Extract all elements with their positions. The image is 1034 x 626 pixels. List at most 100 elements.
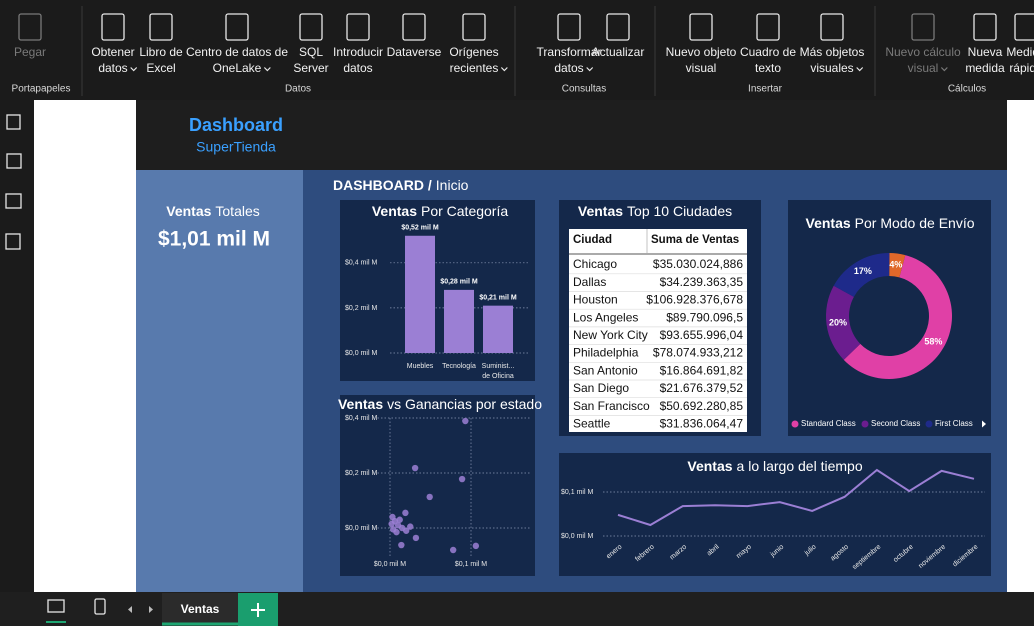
ribbon-button-label[interactable]: Cuadro de — [740, 45, 796, 59]
ribbon-button-label[interactable]: Obtener — [91, 45, 134, 59]
dropdown-chevron — [940, 67, 948, 72]
ribbon-button-label[interactable]: datos — [343, 61, 372, 75]
ribbon-button-label[interactable]: visual — [686, 61, 717, 75]
dax-view-icon[interactable] — [5, 233, 21, 250]
visual-panel — [559, 453, 991, 576]
legend-next-arrow[interactable] — [982, 420, 986, 428]
scatter-point — [458, 475, 466, 483]
ribbon-button-label[interactable]: Nuevo cálculo — [885, 45, 961, 59]
table-header: Suma de Ventas — [651, 234, 739, 246]
ribbon-button-label[interactable]: Libro de — [139, 45, 183, 59]
ribbon-button-label[interactable]: SQL — [299, 45, 323, 59]
table-cell: Seattle — [573, 416, 611, 430]
table-cell: San Antonio — [573, 363, 638, 377]
table-view-icon[interactable] — [6, 153, 22, 169]
data-label: 58% — [924, 336, 942, 346]
table-cell: $50.692.280,85 — [660, 399, 744, 413]
add-page-icon — [251, 603, 265, 617]
ribbon-button-label[interactable]: medida — [965, 61, 1005, 75]
line-series — [617, 468, 975, 527]
title-emphasis: Ventas — [578, 203, 623, 219]
desktop-layout-icon[interactable] — [47, 599, 65, 613]
ribbon-button-label[interactable]: datos — [554, 61, 583, 75]
y-tick-label: $0,4 mil M — [345, 260, 377, 267]
ribbon-button-label[interactable]: Orígenes — [449, 45, 498, 59]
scatter-point — [426, 493, 433, 501]
y-tick-label: $0,4 mil M — [345, 415, 377, 422]
ribbon-button-icon — [462, 13, 486, 41]
visual-panel — [788, 200, 991, 436]
report-title: Dashboard — [189, 115, 283, 135]
model-view-icon[interactable] — [5, 193, 22, 209]
table-header: Ciudad — [573, 234, 612, 246]
ribbon-button-label[interactable]: Transformar — [537, 45, 602, 59]
ribbon-group-label: Portapapeles — [12, 84, 71, 95]
scatter-point — [449, 546, 457, 554]
scatter-point — [411, 464, 419, 472]
table-cell: San Francisco — [573, 399, 650, 413]
ribbon-button-label[interactable]: rápida — [1009, 61, 1034, 75]
next-page-arrow[interactable] — [149, 606, 153, 613]
ribbon-button-icon — [346, 13, 370, 41]
title-emphasis: Ventas — [687, 458, 732, 474]
scatter-point — [388, 520, 395, 528]
ribbon-button-label[interactable]: recientes — [450, 61, 499, 75]
title-emphasis: Ventas — [372, 203, 417, 219]
scatter-point — [472, 542, 480, 550]
legend-label[interactable]: Standard Class — [801, 419, 856, 428]
scatter-point — [462, 417, 469, 425]
ribbon-button-label[interactable]: Más objetos — [800, 45, 865, 59]
bar — [444, 289, 474, 353]
legend-label[interactable]: Second Class — [871, 419, 920, 428]
ribbon-button-label[interactable]: texto — [755, 61, 781, 75]
ribbon-button-label[interactable]: visuales — [810, 61, 853, 75]
report-header — [136, 100, 1007, 170]
ribbon-button-label[interactable]: datos — [98, 61, 127, 75]
data-label: $0,28 mil M — [440, 279, 478, 286]
ribbon-button-label[interactable]: Server — [293, 61, 328, 75]
ribbon-button-icon — [557, 13, 581, 41]
title-emphasis: DASHBOARD / — [333, 177, 432, 193]
data-label: 4% — [889, 259, 902, 269]
y-tick-label: $0,0 mil M — [561, 533, 593, 540]
ribbon-button-label[interactable]: Actualizar — [592, 45, 645, 59]
ribbon-button-label[interactable]: Dataverse — [387, 45, 442, 59]
table-cell: $89.790.096,5 — [666, 310, 743, 324]
report-view-icon[interactable] — [6, 114, 21, 130]
x-tick-label: Tecnología — [442, 363, 476, 370]
dropdown-chevron — [263, 67, 271, 72]
scatter-point — [402, 509, 409, 517]
page-tab-label[interactable]: Ventas — [181, 602, 220, 616]
table-cell: $93.655.996,04 — [660, 328, 744, 342]
ribbon-button-icon — [149, 13, 173, 41]
ribbon-button-icon — [225, 13, 249, 41]
table-cell: New York City — [573, 328, 648, 342]
table-cell: $78.074.933,212 — [653, 346, 743, 360]
bar — [405, 235, 435, 353]
ribbon-button-icon — [1014, 13, 1034, 41]
ribbon-button-label[interactable]: OneLake — [213, 61, 262, 75]
ribbon-button-icon — [756, 13, 780, 41]
ribbon-group-label: Cálculos — [948, 84, 986, 95]
ribbon-button-label[interactable]: Introducir — [333, 45, 383, 59]
ribbon-button-label[interactable]: Pegar — [14, 45, 46, 59]
ribbon-button-label[interactable]: Medida — [1006, 45, 1034, 59]
ribbon-button-label[interactable]: Excel — [146, 61, 175, 75]
scatter-point — [396, 516, 403, 523]
prev-page-arrow[interactable] — [128, 606, 132, 613]
table-cell: $106.928.376,678 — [646, 293, 743, 307]
ribbon-button-label[interactable]: Centro de datos de — [186, 45, 288, 59]
dropdown-chevron — [500, 67, 508, 72]
ribbon-button-label[interactable]: visual — [908, 61, 939, 75]
scatter-point — [403, 527, 410, 534]
ribbon-button-label[interactable]: Nuevo objeto — [666, 45, 737, 59]
table-cell: $31.836.064,47 — [660, 416, 744, 430]
mobile-layout-icon[interactable] — [94, 598, 106, 615]
x-tick-label: $0,1 mil M — [455, 561, 487, 568]
ribbon-button-label[interactable]: Nueva — [968, 45, 1003, 59]
legend-label[interactable]: First Class — [935, 419, 973, 428]
table-cell: Philadelphia — [573, 346, 639, 360]
page-tab[interactable] — [162, 593, 238, 626]
table-cell: $34.239.363,35 — [660, 275, 744, 289]
donut-slice — [833, 253, 890, 297]
